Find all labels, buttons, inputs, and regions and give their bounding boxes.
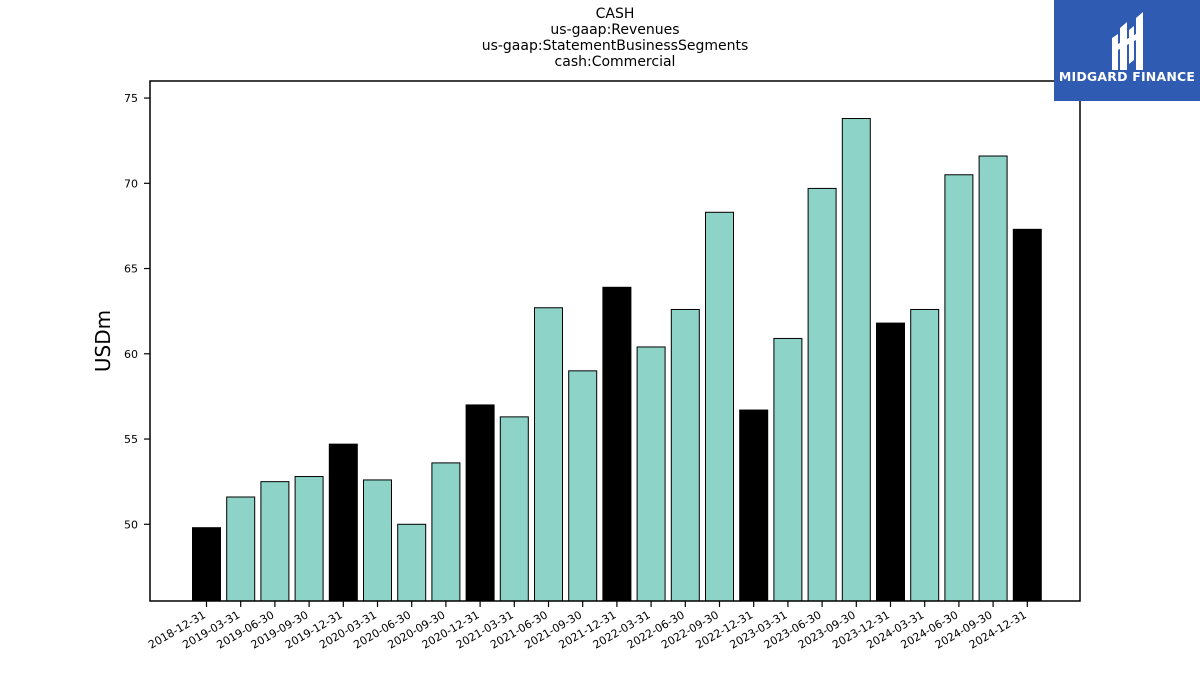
chart-title-line-1: CASH <box>595 6 635 22</box>
y-tick-label: 75 <box>124 92 138 105</box>
bar-2021-12-31 <box>602 286 632 602</box>
chart-title-block: CASH us-gaap:Revenues us-gaap:StatementB… <box>0 6 1200 70</box>
chart-title-line-2: us-gaap:Revenues <box>550 22 680 38</box>
y-tick-label: 70 <box>124 177 138 190</box>
bar-2020-09-30 <box>431 462 461 602</box>
y-tick-label: 55 <box>124 433 138 446</box>
bar-2020-12-31 <box>465 404 495 602</box>
bar-2023-06-30 <box>807 187 837 602</box>
bar-2022-06-30 <box>670 308 700 602</box>
y-tick-label: 60 <box>124 348 138 361</box>
plot-frame <box>149 80 1081 602</box>
bar-2024-06-30 <box>944 174 974 602</box>
bar-2022-03-31 <box>636 346 666 602</box>
bar-2023-09-30 <box>841 118 871 602</box>
y-tick-label: 50 <box>124 518 138 531</box>
bar-2020-06-30 <box>397 523 427 602</box>
bar-2023-12-31 <box>876 322 905 602</box>
chart-title-line-4: cash:Commercial <box>554 54 676 70</box>
bar-2019-12-31 <box>328 443 358 602</box>
y-axis-label: USDm <box>91 310 115 372</box>
bar-2020-03-31 <box>363 479 392 602</box>
bar-2022-12-31 <box>739 409 769 602</box>
bar-2021-06-30 <box>534 307 563 602</box>
y-tick-label: 65 <box>124 263 138 276</box>
bar-2019-09-30 <box>294 476 324 602</box>
bar-2018-12-31 <box>192 527 221 602</box>
chart-title-line-3: us-gaap:StatementBusinessSegments <box>481 38 749 54</box>
bar-2019-03-31 <box>226 496 256 602</box>
bar-2021-03-31 <box>499 416 529 602</box>
bar-2022-09-30 <box>705 211 734 602</box>
logo-text: MIDGARD FINANCE <box>1058 69 1196 84</box>
bar-2024-12-31 <box>1012 228 1042 602</box>
bar-2023-03-31 <box>773 337 803 602</box>
midgard-finance-logo: MIDGARD FINANCE <box>1054 0 1200 101</box>
bar-2024-03-31 <box>910 308 940 602</box>
bar-2021-09-30 <box>568 370 598 602</box>
bar-2019-06-30 <box>260 481 290 602</box>
midgard-logo-mark-icon <box>1112 12 1143 70</box>
bar-2024-09-30 <box>978 155 1008 602</box>
